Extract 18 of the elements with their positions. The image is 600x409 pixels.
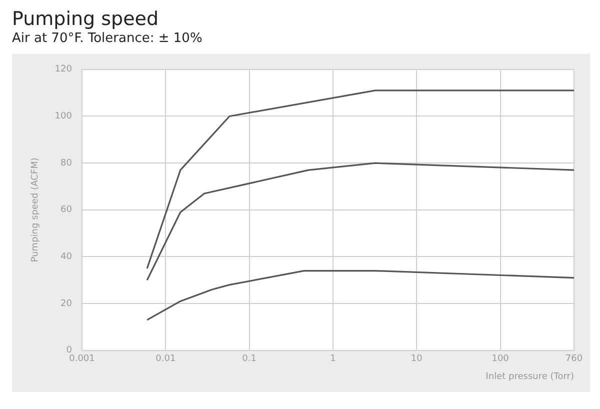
x-axis-title: Inlet pressure (Torr) bbox=[486, 372, 574, 382]
y-tick-label: 40 bbox=[60, 252, 72, 262]
chart-subtitle: Air at 70°F. Tolerance: ± 10% bbox=[12, 30, 204, 48]
x-tick-label: 0.001 bbox=[69, 354, 95, 364]
x-tick-label: 0.01 bbox=[156, 354, 176, 364]
x-tick-label: 0.1 bbox=[242, 354, 256, 364]
x-tick-label: 100 bbox=[492, 354, 510, 364]
y-tick-label: 120 bbox=[54, 64, 72, 75]
x-tick-label: 1 bbox=[330, 354, 336, 364]
y-tick-label: 0 bbox=[66, 346, 72, 356]
y-axis-title: Pumping speed (ACFM) bbox=[30, 158, 41, 262]
y-tick-label: 80 bbox=[60, 158, 72, 168]
y-tick-label: 100 bbox=[54, 112, 72, 122]
x-tick-label: 760 bbox=[565, 354, 583, 364]
chart-title: Pumping speed bbox=[12, 8, 160, 30]
y-tick-label: 60 bbox=[60, 205, 72, 216]
x-tick-label: 10 bbox=[410, 354, 423, 364]
y-tick-label: 20 bbox=[60, 298, 72, 309]
